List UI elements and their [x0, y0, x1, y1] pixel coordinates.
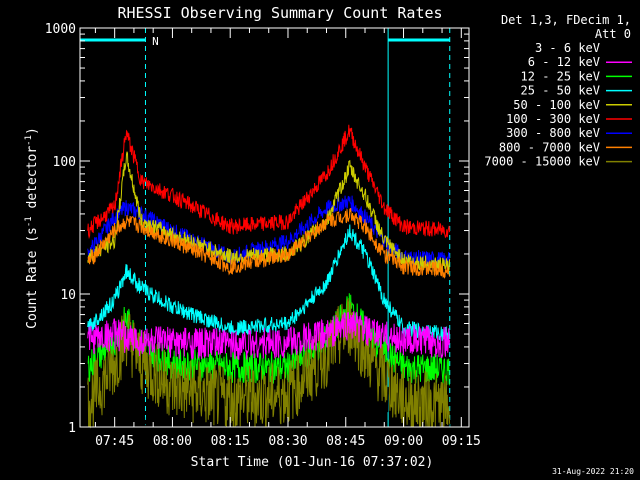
y-tick-label: 1000 — [45, 22, 76, 37]
legend-header-line1: Det 1,3, FDecim 1, — [501, 13, 631, 27]
x-tick-label: 08:00 — [153, 434, 192, 449]
series-line — [87, 124, 451, 240]
legend-label: 12 - 25 keV — [521, 69, 600, 83]
legend-label: 7000 - 15000 keV — [484, 155, 600, 169]
series-line — [87, 298, 451, 429]
night-flag-label: N — [152, 35, 159, 48]
y-axis: 1 10 100 1000 — [45, 22, 469, 436]
chart-title: RHESSI Observing Summary Count Rates — [117, 4, 442, 22]
y-tick-label: 1 — [68, 421, 76, 436]
x-tick-label: 08:15 — [211, 434, 250, 449]
y-tick-label: 10 — [60, 288, 76, 303]
legend-label: 25 - 50 keV — [521, 84, 600, 98]
y-axis-label: Count Rate (s-1 detector-1) — [24, 127, 40, 329]
x-tick-label: 09:00 — [384, 434, 423, 449]
series-line — [87, 195, 451, 268]
plot-area: N — [80, 28, 451, 429]
x-axis-label: Start Time (01-Jun-16 07:37:02) — [191, 455, 434, 470]
x-tick-label: 08:45 — [326, 434, 365, 449]
legend-label: 800 - 7000 keV — [499, 140, 600, 154]
x-tick-label: 08:30 — [268, 434, 307, 449]
series-line — [87, 207, 451, 279]
legend-label: 300 - 800 keV — [506, 126, 600, 140]
legend-label: 3 - 6 keV — [535, 41, 600, 55]
legend-label: 50 - 100 keV — [513, 98, 600, 112]
x-tick-label: 09:15 — [442, 434, 481, 449]
x-tick-label: 07:45 — [95, 434, 134, 449]
x-axis: 07:45 08:00 08:15 08:30 08:45 09:00 09:15 — [94, 28, 481, 449]
legend-label: 6 - 12 keV — [528, 55, 600, 69]
series-line — [87, 224, 451, 342]
y-tick-label: 100 — [53, 155, 76, 170]
plot-frame — [79, 27, 470, 428]
legend-header-line2: Att 0 — [595, 27, 631, 41]
series-line — [87, 311, 451, 361]
timestamp: 31-Aug-2022 21:20 — [552, 467, 634, 476]
legend-label: 100 - 300 keV — [506, 112, 600, 126]
